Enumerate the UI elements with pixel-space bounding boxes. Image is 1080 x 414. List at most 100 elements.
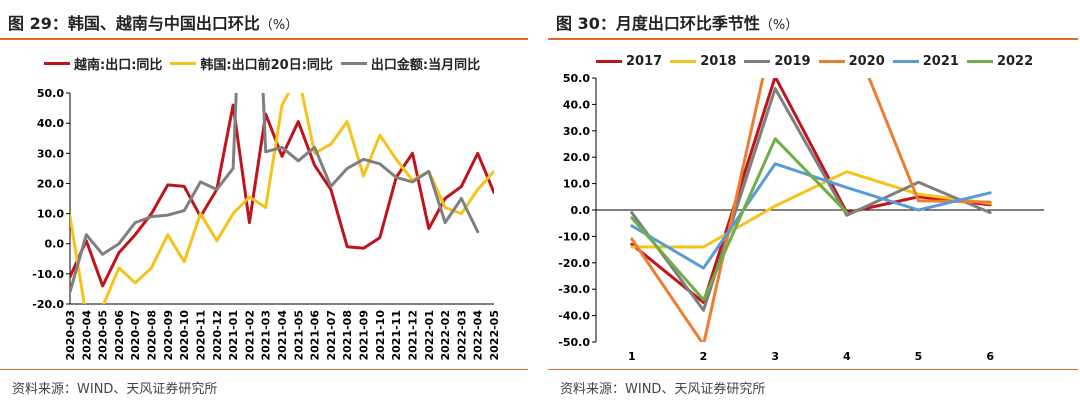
y-tick-label: 50.0 bbox=[563, 72, 590, 85]
legend-label: 2020 bbox=[848, 54, 885, 69]
series-line bbox=[70, 103, 494, 288]
legend-label: 2019 bbox=[774, 54, 811, 69]
legend-item: 越南:出口:同比 bbox=[44, 54, 162, 73]
legend-item: 2017 bbox=[596, 54, 662, 69]
legend-item: 韩国:出口前20日:同比 bbox=[170, 54, 333, 73]
y-tick-label: 20.0 bbox=[37, 177, 64, 190]
x-tick-label: 2020-09 bbox=[162, 310, 175, 361]
y-tick-label: 30.0 bbox=[563, 125, 590, 138]
series-line bbox=[630, 170, 992, 249]
legend-label: 越南:出口:同比 bbox=[74, 58, 163, 73]
x-tick-label: 2021-08 bbox=[341, 310, 354, 361]
x-tick-label: 2020-11 bbox=[194, 310, 207, 361]
legend-swatch bbox=[818, 60, 845, 63]
y-tick-label: 0.0 bbox=[45, 238, 65, 251]
title-rule bbox=[548, 38, 1078, 40]
x-tick-label: 2021-09 bbox=[358, 310, 371, 361]
x-tick-label: 2021-01 bbox=[227, 310, 240, 361]
y-tick-label: -10.0 bbox=[558, 230, 590, 243]
x-tick-label: 2020-06 bbox=[113, 310, 126, 361]
series-line bbox=[70, 93, 494, 304]
y-tick-label: -10.0 bbox=[32, 268, 64, 281]
x-tick-label: 2021-03 bbox=[260, 310, 273, 361]
x-tick-label: 2021-11 bbox=[390, 310, 403, 361]
legend-item: 出口金额:当月同比 bbox=[340, 54, 481, 73]
source-rule bbox=[548, 369, 1078, 370]
y-tick-label: -20.0 bbox=[32, 298, 64, 311]
panel-monthly-seasonality: 图 30：月度出口环比季节性（%） 2017 2018 2019 2020 2021 20… bbox=[548, 0, 1080, 414]
legend-item: 2019 bbox=[744, 54, 811, 69]
x-tick-label: 2020-07 bbox=[129, 310, 142, 361]
x-tick-label: 6 bbox=[986, 350, 994, 363]
x-tick-label: 2020-08 bbox=[146, 310, 159, 361]
panel-title: 图 29：韩国、越南与中国出口环比（%） bbox=[8, 14, 299, 33]
legend-item: 2022 bbox=[966, 54, 1034, 69]
title-rule bbox=[0, 38, 528, 40]
legend-item: 2020 bbox=[818, 54, 885, 69]
legend-label: 2022 bbox=[996, 54, 1034, 69]
series-line bbox=[630, 87, 992, 312]
x-tick-label: 3 bbox=[771, 350, 779, 363]
source-note: 资料来源：WIND、天风证券研究所 bbox=[560, 382, 766, 397]
line-chart: 50.0 40.0 30.0 20.0 10.0 0.0 -10.0 -20.02020-03… bbox=[32, 87, 501, 361]
x-tick-label: 1 bbox=[628, 350, 636, 363]
y-tick-label: -50.0 bbox=[558, 336, 590, 349]
x-tick-label: 2020-10 bbox=[178, 310, 191, 361]
x-tick-label: 2020-12 bbox=[211, 310, 224, 361]
x-tick-label: 2022-02 bbox=[439, 310, 452, 361]
series-line bbox=[630, 137, 849, 302]
legend-swatch bbox=[670, 60, 697, 63]
x-tick-label: 2021-04 bbox=[276, 310, 289, 361]
y-tick-label: 10.0 bbox=[37, 208, 64, 221]
x-tick-label: 2020-04 bbox=[80, 310, 93, 361]
chart-legend: 越南:出口:同比 韩国:出口前20日:同比 出口金额:当月同比 bbox=[44, 54, 488, 73]
y-tick-label: 10.0 bbox=[563, 178, 590, 191]
series-line bbox=[630, 78, 992, 342]
legend-swatch bbox=[170, 62, 197, 65]
panel-korea-vietnam-china: 图 29：韩国、越南与中国出口环比（%） 越南:出口:同比 韩国:出口前20日:同… bbox=[0, 0, 530, 414]
legend-swatch bbox=[744, 60, 771, 63]
y-tick-label: 0.0 bbox=[571, 204, 591, 217]
x-tick-label: 2022-04 bbox=[472, 310, 485, 361]
y-tick-label: -40.0 bbox=[558, 310, 590, 323]
x-tick-label: 2022-05 bbox=[488, 310, 501, 361]
legend-item: 2021 bbox=[892, 54, 959, 69]
legend-item: 2018 bbox=[670, 54, 736, 69]
series-line bbox=[70, 93, 480, 294]
legend-swatch bbox=[44, 62, 70, 65]
line-chart: 50.0 40.0 30.0 20.0 10.0 0.0 -10.0 -20.0 -30.0 -4… bbox=[558, 72, 1044, 363]
x-tick-label: 2021-06 bbox=[309, 310, 322, 361]
x-tick-label: 2021-07 bbox=[325, 310, 338, 361]
x-tick-label: 2022-01 bbox=[423, 310, 436, 361]
x-tick-label: 2 bbox=[700, 350, 708, 363]
x-tick-label: 2021-10 bbox=[374, 310, 387, 361]
legend-swatch bbox=[596, 60, 622, 63]
y-tick-label: 40.0 bbox=[37, 117, 64, 130]
chart-legend: 2017 2018 2019 2020 2021 2022 bbox=[596, 54, 1041, 69]
source-rule bbox=[0, 369, 528, 370]
x-tick-label: 2020-05 bbox=[97, 310, 110, 361]
legend-swatch bbox=[340, 62, 367, 65]
x-tick-label: 2022-03 bbox=[455, 310, 468, 361]
x-tick-label: 5 bbox=[915, 350, 923, 363]
legend-label: 2017 bbox=[626, 54, 663, 69]
y-tick-label: 30.0 bbox=[37, 147, 64, 160]
y-tick-label: 40.0 bbox=[563, 98, 590, 111]
legend-label: 2018 bbox=[700, 54, 737, 69]
y-tick-label: 20.0 bbox=[563, 151, 590, 164]
series-line bbox=[630, 162, 992, 270]
x-tick-label: 2020-03 bbox=[64, 310, 77, 361]
legend-label: 韩国:出口前20日:同比 bbox=[200, 58, 333, 73]
y-tick-label: -20.0 bbox=[558, 257, 590, 270]
x-tick-label: 2021-05 bbox=[292, 310, 305, 361]
legend-swatch bbox=[966, 60, 993, 63]
panel-title: 图 30：月度出口环比季节性（%） bbox=[556, 14, 799, 33]
x-tick-label: 2021-12 bbox=[406, 310, 419, 361]
y-tick-label: 50.0 bbox=[37, 87, 64, 100]
legend-swatch bbox=[892, 60, 919, 63]
y-tick-label: -30.0 bbox=[558, 283, 590, 296]
legend-label: 2021 bbox=[922, 54, 959, 69]
legend-label: 出口金额:当月同比 bbox=[370, 58, 481, 73]
source-note: 资料来源：WIND、天风证券研究所 bbox=[12, 382, 218, 397]
x-tick-label: 4 bbox=[843, 350, 851, 363]
